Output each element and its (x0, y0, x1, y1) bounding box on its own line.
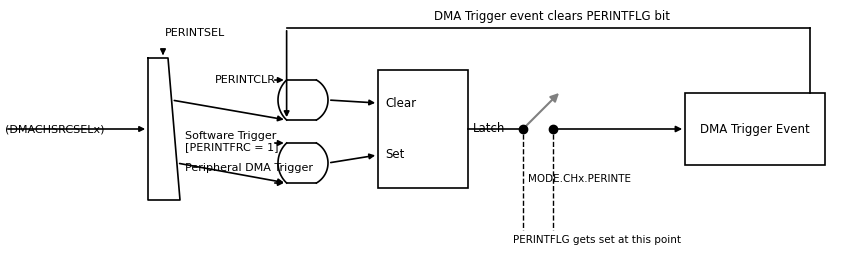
Bar (378, 70, 468, 188)
Text: (DMACHSRCSELx): (DMACHSRCSELx) (5, 124, 105, 134)
Text: Latch: Latch (473, 123, 505, 135)
Text: DMA Trigger Event: DMA Trigger Event (700, 123, 810, 135)
Text: PERINTFLG gets set at this point: PERINTFLG gets set at this point (513, 235, 681, 245)
Text: Clear: Clear (385, 97, 416, 109)
Text: PERINTSEL: PERINTSEL (165, 28, 225, 38)
Text: [PERINTFRC = 1]: [PERINTFRC = 1] (185, 142, 279, 152)
Text: PERINTCLR: PERINTCLR (215, 75, 276, 85)
Bar (685, 93, 825, 165)
Text: Peripheral DMA Trigger: Peripheral DMA Trigger (185, 163, 313, 173)
Text: Set: Set (385, 148, 404, 162)
Text: MODE.CHx.PERINTE: MODE.CHx.PERINTE (528, 174, 631, 184)
Text: Software Trigger: Software Trigger (185, 131, 277, 141)
Text: DMA Trigger event clears PERINTFLG bit: DMA Trigger event clears PERINTFLG bit (433, 10, 670, 23)
